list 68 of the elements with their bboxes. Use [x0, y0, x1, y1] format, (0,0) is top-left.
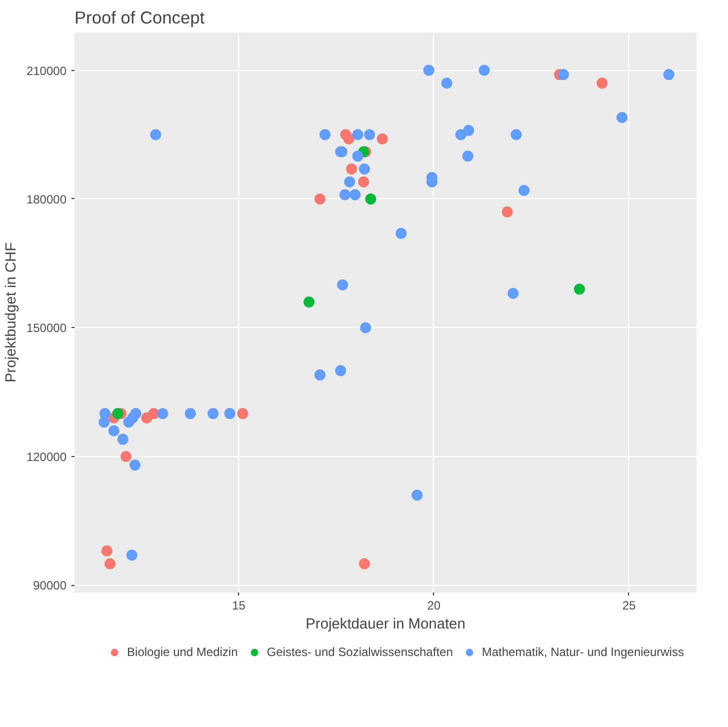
point	[117, 434, 128, 445]
point	[396, 228, 407, 239]
chart-title: Proof of Concept	[74, 8, 205, 28]
x-tick-label: 25	[622, 598, 636, 612]
point	[304, 296, 315, 308]
point	[364, 129, 375, 140]
point	[99, 408, 110, 420]
y-axis-title: Projektbudget in CHF	[3, 242, 20, 383]
point	[208, 408, 219, 420]
point	[126, 550, 138, 561]
point	[376, 133, 388, 144]
point	[478, 64, 490, 76]
x-axis-title: Projektdauer in Monaten	[306, 616, 466, 632]
point	[508, 288, 519, 299]
point	[596, 78, 608, 89]
legend-label: Mathematik, Natur- und Ingenieurwiss	[482, 645, 684, 659]
point	[157, 408, 168, 420]
point	[423, 64, 434, 76]
point	[343, 133, 354, 144]
legend-label: Biologie und Medizin	[127, 645, 238, 659]
point	[108, 425, 120, 436]
point	[344, 176, 356, 188]
point	[518, 184, 530, 196]
point	[352, 129, 364, 140]
legend-label: Geistes- und Sozialwissenschaften	[266, 645, 453, 659]
point	[335, 365, 346, 376]
point	[150, 129, 162, 140]
point	[120, 450, 132, 462]
point	[127, 412, 138, 424]
point	[352, 150, 364, 162]
y-tick-label: 150000	[26, 321, 67, 336]
point	[237, 408, 248, 420]
point	[616, 112, 628, 123]
point	[358, 163, 370, 174]
point	[184, 408, 196, 420]
point	[358, 176, 370, 188]
point	[104, 558, 116, 570]
y-tick-label: 90000	[33, 578, 67, 593]
point	[112, 408, 124, 420]
point	[455, 129, 466, 140]
point	[148, 408, 160, 420]
y-tick-label: 210000	[26, 64, 67, 78]
point	[412, 490, 423, 501]
point	[337, 279, 348, 290]
point	[462, 150, 474, 162]
y-tick-label: 180000	[26, 192, 67, 206]
point	[365, 194, 376, 204]
point	[358, 558, 370, 570]
point	[441, 78, 452, 89]
point	[502, 206, 513, 218]
point	[346, 163, 358, 174]
point	[350, 189, 361, 200]
point	[558, 69, 569, 80]
x-tick-label: 15	[232, 598, 246, 612]
point	[360, 322, 372, 334]
point	[224, 408, 236, 420]
point	[101, 545, 112, 556]
point	[663, 69, 674, 80]
point	[463, 124, 474, 136]
point	[574, 284, 585, 295]
point	[314, 194, 326, 204]
point	[320, 129, 331, 140]
y-tick-label: 120000	[26, 450, 67, 464]
x-tick-label: 20	[427, 598, 441, 612]
point	[129, 460, 140, 471]
point	[314, 369, 326, 380]
point	[510, 129, 522, 140]
point	[339, 189, 350, 200]
